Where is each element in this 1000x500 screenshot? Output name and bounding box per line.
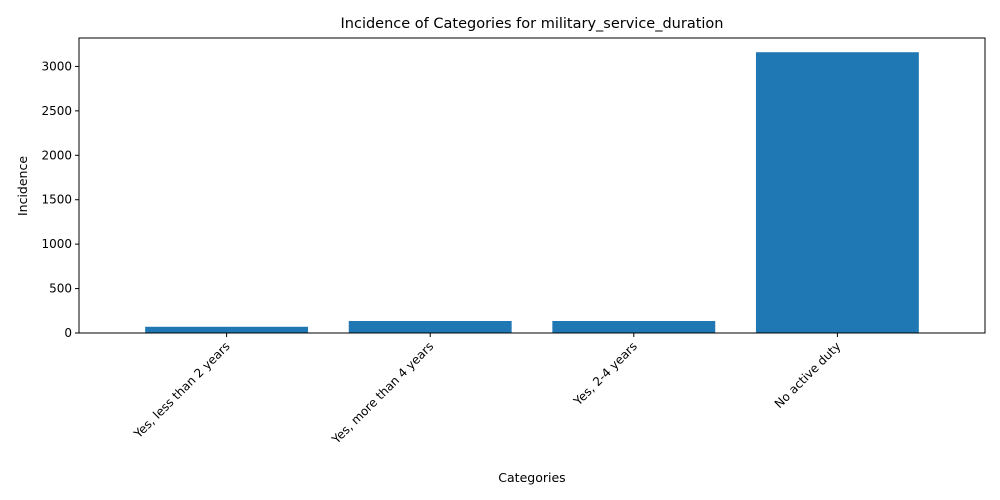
- x-axis: Yes, less than 2 years Yes, more than 4 y…: [130, 333, 844, 447]
- x-tick-label-0: Yes, less than 2 years: [130, 339, 232, 441]
- y-tick-label-0: 0: [64, 326, 72, 340]
- y-tick-label-2: 1000: [41, 237, 72, 251]
- x-axis-label: Categories: [498, 470, 565, 485]
- bar-3: [755, 52, 919, 334]
- bar-2: [552, 321, 716, 333]
- y-tick-label-5: 2500: [41, 104, 72, 118]
- y-tick-label-3: 1500: [41, 193, 72, 207]
- y-axis: 0 500 1000 1500 2000 2500 3000: [41, 59, 79, 340]
- y-axis-label: Incidence: [15, 156, 30, 216]
- x-tick-label-3: No active duty: [772, 339, 844, 411]
- x-tick-label-2: Yes, 2-4 years: [570, 339, 640, 409]
- x-tick-label-1: Yes, more than 4 years: [329, 339, 437, 447]
- bar-1: [348, 321, 512, 333]
- bar-0: [145, 326, 309, 333]
- chart-title: Incidence of Categories for military_ser…: [341, 16, 724, 32]
- y-tick-label-1: 500: [49, 282, 72, 296]
- y-tick-label-6: 3000: [41, 59, 72, 73]
- y-tick-label-4: 2000: [41, 148, 72, 162]
- plot-frame: [78, 37, 986, 334]
- bars-group: [145, 52, 919, 334]
